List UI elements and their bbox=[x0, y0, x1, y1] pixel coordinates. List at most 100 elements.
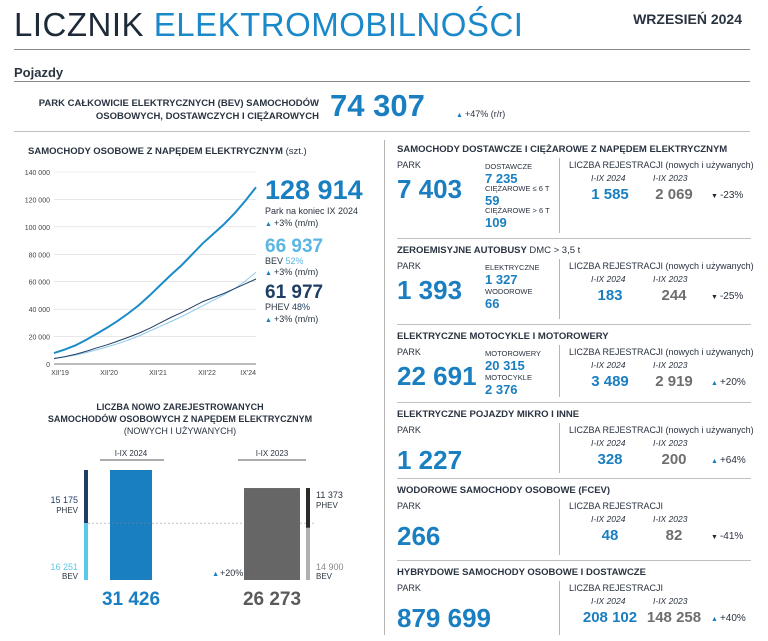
reg-label-text: LICZBA REJESTRACJI bbox=[569, 501, 664, 511]
sub-label: ELEKTRYCZNE bbox=[485, 263, 540, 272]
bev-value: 66 937 bbox=[265, 236, 324, 257]
block-rule bbox=[397, 560, 751, 561]
change-up-icon: ▲ bbox=[212, 571, 219, 578]
col1-bev-value: 16 251 bbox=[50, 562, 78, 572]
phev-share: 48% bbox=[292, 302, 311, 312]
year-a-label: I-IX 2024 bbox=[591, 438, 626, 448]
reg-change: +64% bbox=[711, 455, 746, 466]
reg-label-suffix: (nowych i używanych) bbox=[665, 160, 754, 170]
bev-label: BEV bbox=[265, 256, 284, 266]
x-tick-label: XII'19 bbox=[51, 370, 69, 377]
sub-value: 59 bbox=[485, 193, 500, 208]
block-title-text: HYBRYDOWE SAMOCHODY OSOBOWE I DOSTAWCZE bbox=[397, 567, 646, 578]
block-rule bbox=[397, 478, 751, 479]
col2-bev-label: BEV bbox=[316, 572, 333, 581]
reg-value-a: 3 489 bbox=[591, 373, 629, 390]
series-line-phev bbox=[53, 278, 257, 360]
block-inner-divider bbox=[559, 423, 560, 473]
year-a-label: I-IX 2024 bbox=[591, 514, 626, 524]
block-title: HYBRYDOWE SAMOCHODY OSOBOWE I DOSTAWCZE bbox=[397, 567, 646, 578]
col2-label: I-IX 2023 bbox=[256, 449, 289, 458]
sub-value: 2 376 bbox=[485, 382, 518, 397]
marker-phev-2024 bbox=[84, 470, 88, 524]
bar-title-line1: LICZBA NOWO ZAREJESTROWANYCH bbox=[96, 402, 264, 412]
reg-change: -25% bbox=[711, 291, 743, 302]
block-title-text: ELEKTRYCZNE POJAZDY MIKRO I INNE bbox=[397, 409, 580, 420]
y-tick-label: 100 000 bbox=[25, 225, 50, 232]
park-value: 879 699 bbox=[397, 603, 491, 633]
reg-value-b: 148 258 bbox=[646, 609, 702, 626]
reg-change: +40% bbox=[711, 613, 746, 624]
reg-label: LICZBA REJESTRACJI (nowych i używanych) bbox=[569, 425, 754, 435]
block-title-text: WODOROWE SAMOCHODY OSOBOWE (FCEV) bbox=[397, 485, 611, 496]
reg-label: LICZBA REJESTRACJI (nowych i używanych) bbox=[569, 261, 754, 271]
block-inner-divider bbox=[559, 345, 560, 397]
kpi-label-line2: OSOBOWYCH, DOSTAWCZYCH I CIĘŻAROWYCH bbox=[95, 111, 319, 122]
reg-value-a: 48 bbox=[601, 527, 619, 544]
x-tick-label: XII'20 bbox=[100, 370, 118, 377]
phev-label: PHEV bbox=[265, 302, 290, 312]
col1-bev-label: BEV bbox=[62, 572, 79, 581]
marker-bev-2023 bbox=[306, 527, 310, 580]
reg-value-b: 2 919 bbox=[655, 373, 693, 390]
stat-block: ELEKTRYCZNE MOTOCYKLE I MOTOROWERY PARK 22… bbox=[397, 327, 754, 405]
reg-label: LICZBA REJESTRACJI (nowych i używanych) bbox=[569, 347, 754, 357]
series-line-bev bbox=[53, 271, 257, 360]
sub-value: 66 bbox=[485, 296, 500, 311]
bar-2024 bbox=[110, 470, 152, 580]
sub-value: 109 bbox=[485, 215, 507, 230]
line-chart: 0 20 000 40 000 60 000 80 000 100 000 120 000 1… bbox=[25, 170, 257, 377]
bar-chart-title: LICZBA NOWO ZAREJESTROWANYCH SAMOCHODÓW … bbox=[30, 401, 330, 437]
year-b-label: I-IX 2023 bbox=[653, 274, 688, 284]
total-change: +3% (m/m) bbox=[265, 218, 318, 228]
reg-change: -23% bbox=[711, 190, 743, 201]
sub-label: CIĘŻAROWE > 6 t bbox=[485, 206, 550, 215]
stat-block: ZEROEMISYJNE AUTOBUSY DMC > 3,5 t PARK 1 3… bbox=[397, 241, 754, 327]
block-title-suffix: DMC > 3,5 t bbox=[529, 245, 581, 256]
sub-label: MOTOROWERY bbox=[485, 349, 541, 358]
y-tick-label: 60 000 bbox=[29, 280, 51, 287]
col1-label: I-IX 2024 bbox=[115, 449, 148, 458]
col2-phev-value: 11 373 bbox=[316, 490, 343, 500]
bev-change: +3% (m/m) bbox=[265, 267, 318, 277]
block-inner-divider bbox=[559, 499, 560, 555]
reg-value-b: 244 bbox=[661, 287, 687, 304]
park-value: 266 bbox=[397, 521, 441, 551]
passenger-title-unit: (szt.) bbox=[285, 146, 307, 157]
stat-block: ELEKTRYCZNE POJAZDY MIKRO I INNE PARK 1 22… bbox=[397, 405, 754, 481]
block-inner-divider bbox=[559, 259, 560, 319]
reg-value-b: 82 bbox=[665, 527, 683, 544]
block-title-text: ELEKTRYCZNE MOTOCYKLE I MOTOROWERY bbox=[397, 331, 609, 342]
y-tick-label: 40 000 bbox=[29, 307, 51, 314]
kpi-change: +47% (r/r) bbox=[456, 109, 505, 119]
sub-label: CIĘŻAROWE ≤ 6 t bbox=[485, 184, 550, 193]
col2-phev-label: PHEV bbox=[316, 501, 338, 510]
park-value: 7 403 bbox=[397, 174, 463, 204]
reg-label-text: LICZBA REJESTRACJI bbox=[569, 347, 664, 357]
reg-value-a: 208 102 bbox=[582, 609, 638, 626]
section-rule bbox=[14, 81, 750, 82]
col1-phev-value: 15 175 bbox=[50, 495, 78, 505]
year-a-label: I-IX 2024 bbox=[591, 596, 626, 606]
year-b-label: I-IX 2023 bbox=[653, 360, 688, 370]
marker-phev-2023 bbox=[306, 488, 310, 528]
park-label: PARK bbox=[397, 501, 421, 511]
phev-value: 61 977 bbox=[265, 282, 324, 303]
park-label: PARK bbox=[397, 347, 421, 357]
bar-2023 bbox=[244, 488, 300, 580]
bev-label-line: BEV 52% bbox=[265, 256, 304, 266]
stat-block: WODOROWE SAMOCHODY OSOBOWE (FCEV) PARK 266… bbox=[397, 481, 751, 563]
block-rule bbox=[397, 238, 751, 239]
y-tick-label: 80 000 bbox=[29, 252, 51, 259]
block-title: ELEKTRYCZNE MOTOCYKLE I MOTOROWERY bbox=[397, 331, 609, 342]
reg-label-text: LICZBA REJESTRACJI bbox=[569, 261, 664, 271]
reg-change: +20% bbox=[711, 377, 746, 388]
reg-value-a: 328 bbox=[597, 451, 623, 468]
x-tick-label: IX'24 bbox=[240, 370, 256, 377]
reg-label-text: LICZBA REJESTRACJI bbox=[569, 160, 664, 170]
year-a-label: I-IX 2024 bbox=[591, 274, 626, 284]
sub-label: DOSTAWCZE bbox=[485, 162, 533, 171]
block-title: WODOROWE SAMOCHODY OSOBOWE (FCEV) bbox=[397, 485, 610, 496]
kpi-value: 74 307 bbox=[330, 88, 425, 123]
